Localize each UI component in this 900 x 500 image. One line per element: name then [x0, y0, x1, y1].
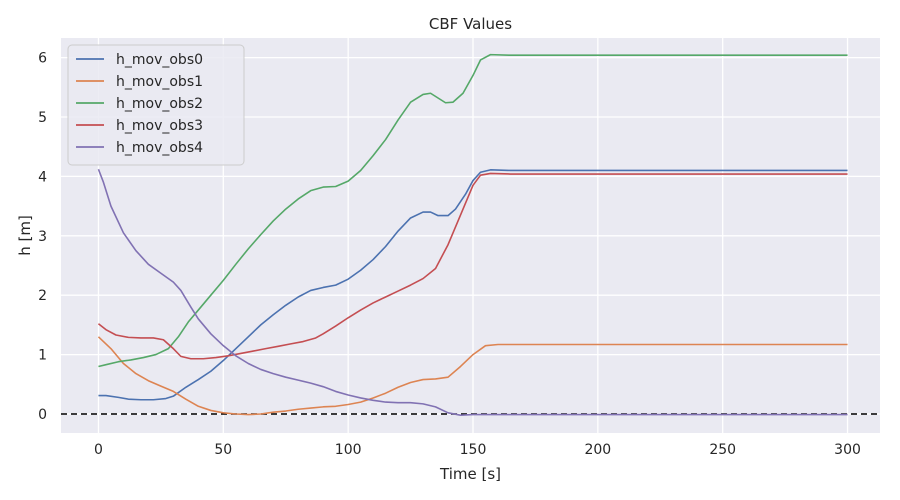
y-tick-label: 6 [38, 51, 47, 67]
y-tick-label: 1 [38, 348, 47, 364]
legend-entry: h_mov_obs1 [116, 74, 203, 90]
x-tick-label: 100 [335, 442, 362, 458]
series-line-h-mov-obs3 [97, 172, 848, 360]
y-tick-label: 2 [38, 288, 47, 304]
y-tick-label: 4 [38, 169, 47, 185]
x-tick-labels: 0 50 100 150 200 250 300 [94, 442, 861, 458]
legend-entry: h_mov_obs0 [116, 52, 203, 68]
x-axis-label: Time [s] [439, 465, 501, 483]
legend-entry: h_mov_obs4 [116, 140, 203, 156]
x-tick-label: 0 [94, 442, 103, 458]
legend: h_mov_obs0 h_mov_obs1 h_mov_obs2 h_mov_obs3… [67, 44, 245, 166]
x-tick-label: 300 [834, 442, 861, 458]
y-tick-label: 0 [38, 407, 47, 423]
series-line-h-mov-obs4 [97, 168, 848, 416]
legend-entry: h_mov_obs2 [116, 96, 203, 112]
x-tick-label: 150 [460, 442, 487, 458]
y-tick-label: 5 [38, 110, 47, 126]
series-layer [97, 53, 848, 416]
x-tick-label: 200 [584, 442, 611, 458]
series-line-h-mov-obs1 [97, 336, 848, 416]
chart-title: CBF Values [429, 15, 512, 33]
series-line-h-mov-obs2 [98, 53, 848, 368]
legend-box [67, 44, 245, 166]
grid [61, 38, 880, 433]
legend-entry: h_mov_obs3 [116, 118, 203, 134]
y-tick-labels: 0 1 2 3 4 5 6 [38, 51, 47, 423]
x-tick-label: 250 [709, 442, 736, 458]
y-tick-label: 3 [38, 229, 47, 245]
x-tick-label: 50 [214, 442, 232, 458]
series-line-h-mov-obs0 [98, 169, 848, 401]
y-axis-label: h [m] [16, 215, 34, 256]
